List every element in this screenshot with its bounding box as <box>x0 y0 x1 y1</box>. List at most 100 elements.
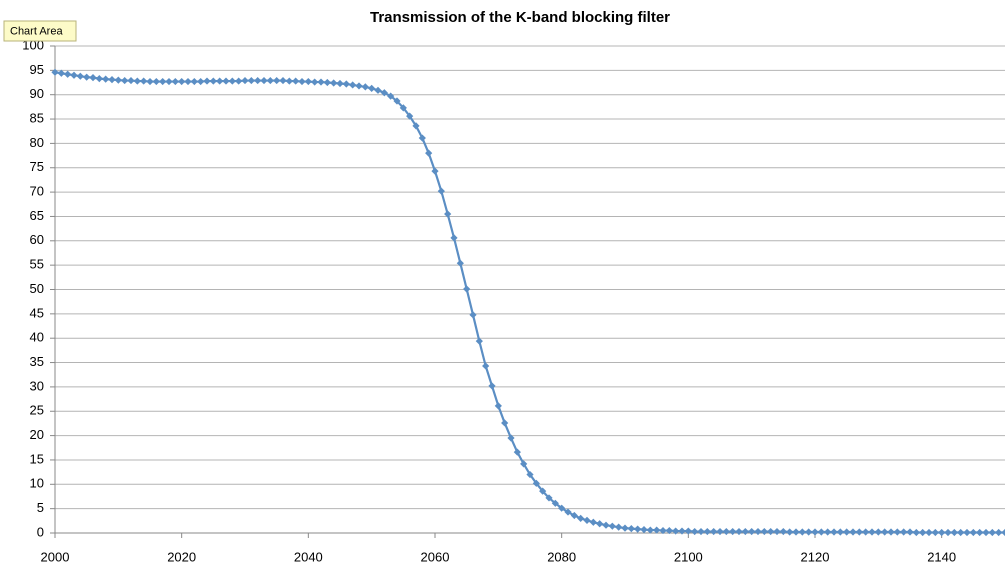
data-point <box>931 528 939 537</box>
data-point <box>583 516 591 524</box>
data-point <box>545 494 553 502</box>
data-point <box>456 259 464 267</box>
y-tick-label: 65 <box>30 208 44 223</box>
data-point <box>564 508 572 516</box>
data-point <box>950 528 958 537</box>
data-point <box>431 167 439 175</box>
data-point <box>526 470 534 479</box>
data-point <box>577 514 585 522</box>
data-point <box>494 402 502 410</box>
data-point <box>938 528 946 537</box>
data-point <box>507 434 515 442</box>
data-point <box>184 77 192 86</box>
data-point <box>235 77 243 85</box>
x-tick-label: 2020 <box>167 549 196 564</box>
x-tick-label: 2120 <box>801 549 830 564</box>
y-tick-label: 55 <box>30 257 44 272</box>
data-point <box>361 83 369 91</box>
data-point <box>330 79 338 87</box>
data-point <box>691 527 699 536</box>
data-point <box>102 75 110 83</box>
data-point <box>900 528 908 536</box>
data-point <box>114 76 122 84</box>
data-point <box>89 74 97 82</box>
data-point <box>425 149 433 157</box>
data-point <box>754 527 762 536</box>
y-tick-label: 15 <box>30 451 44 466</box>
data-point <box>640 525 648 534</box>
data-point <box>152 77 160 86</box>
x-tick-label: 2040 <box>294 549 323 564</box>
y-tick-label: 90 <box>30 86 44 101</box>
data-point <box>748 527 756 536</box>
data-point <box>919 528 927 537</box>
data-point <box>817 528 825 536</box>
data-point <box>722 527 730 536</box>
data-point <box>482 362 490 370</box>
data-point <box>944 528 952 537</box>
data-point <box>399 104 407 112</box>
data-point <box>165 77 173 86</box>
data-point <box>349 81 357 89</box>
data-point <box>520 460 528 468</box>
y-tick-label: 25 <box>30 403 44 418</box>
data-point <box>621 524 629 532</box>
data-point <box>881 528 889 536</box>
data-point <box>969 528 977 537</box>
data-point <box>659 526 667 535</box>
data-point <box>906 528 914 536</box>
data-point <box>786 528 794 536</box>
data-point <box>665 526 673 535</box>
data-point <box>311 78 319 86</box>
data-point <box>488 382 496 390</box>
data-point <box>703 527 711 536</box>
data-point <box>602 521 610 529</box>
y-tick-label: 95 <box>30 62 44 77</box>
data-point <box>532 479 540 487</box>
data-point <box>678 527 686 535</box>
data-point <box>893 528 901 536</box>
data-point <box>760 527 768 536</box>
data-point <box>627 525 635 533</box>
data-point <box>469 311 477 319</box>
data-point <box>976 528 984 537</box>
y-tick-label: 45 <box>30 305 44 320</box>
data-point <box>995 528 1003 537</box>
data-point <box>57 69 65 77</box>
data-point <box>463 285 471 293</box>
y-tick-label: 35 <box>30 354 44 369</box>
data-point <box>254 76 262 85</box>
data-point <box>957 528 965 537</box>
data-point <box>273 76 281 85</box>
data-point <box>444 210 452 218</box>
data-point <box>653 526 661 534</box>
data-point <box>912 528 920 537</box>
data-point <box>849 528 857 536</box>
data-point <box>634 525 642 533</box>
y-tick-label: 80 <box>30 135 44 150</box>
data-point <box>76 72 84 80</box>
data-point <box>393 97 401 105</box>
data-point <box>773 527 781 536</box>
data-point <box>285 77 293 85</box>
data-point <box>589 518 597 526</box>
data-point <box>203 77 211 85</box>
data-point <box>304 77 312 86</box>
data-point <box>216 77 224 85</box>
data-point <box>615 523 623 531</box>
data-point <box>855 528 863 536</box>
data-point <box>811 528 819 536</box>
data-point <box>222 77 230 85</box>
data-point <box>697 527 705 536</box>
data-point <box>982 528 990 537</box>
data-point <box>292 77 300 85</box>
data-point <box>596 520 604 528</box>
data-point <box>805 528 813 536</box>
data-point <box>684 527 692 535</box>
data-point <box>247 76 255 85</box>
data-point <box>824 528 832 536</box>
data-point <box>963 528 971 537</box>
data-point <box>133 77 141 85</box>
